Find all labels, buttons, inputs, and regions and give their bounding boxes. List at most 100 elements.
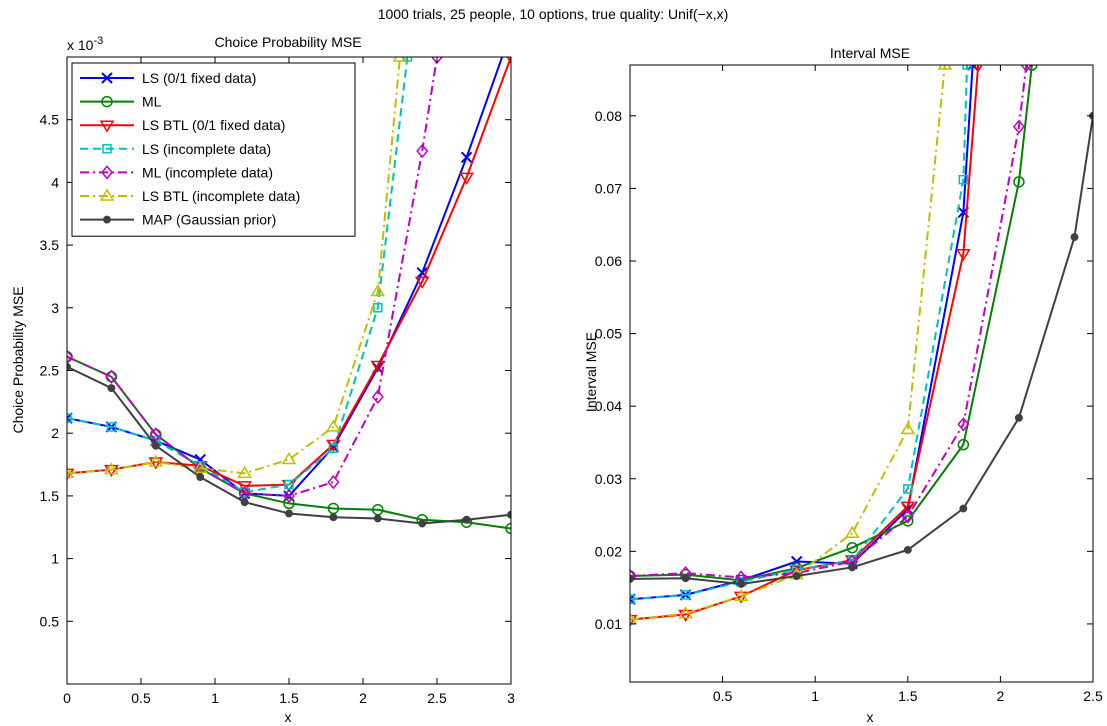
data-point (957, 417, 970, 432)
series-layer (630, 65, 1093, 628)
x-tick-label: 2.5 (427, 690, 447, 706)
y-tick-label: 0.05 (595, 326, 622, 342)
data-point (326, 419, 341, 432)
data-point (506, 57, 511, 65)
data-point (1014, 413, 1023, 422)
legend-marker (101, 165, 113, 180)
data-point (67, 468, 75, 481)
data-point (733, 588, 749, 602)
y-tick-label: 1 (51, 551, 59, 567)
x-axis-label: x (285, 709, 292, 725)
data-point (373, 303, 383, 313)
y-tick-label: 4 (51, 174, 59, 190)
data-point (792, 572, 801, 580)
data-point (733, 591, 749, 604)
y-tick-label: 0.5 (40, 613, 60, 629)
data-point (328, 443, 339, 453)
series-line (630, 65, 969, 601)
data-point (196, 473, 205, 482)
x-axis-label: x (867, 709, 874, 725)
y-tick-label: 0.07 (595, 180, 622, 196)
y-axis-label: Interval MSE (583, 332, 599, 412)
legend-marker (99, 188, 115, 201)
data-point (329, 513, 338, 522)
chart-choice-probability-mse: Choice Probability MSE Choice Probabilit… (10, 34, 515, 725)
data-point (846, 541, 858, 554)
series-line (630, 65, 1033, 582)
data-point (630, 612, 638, 625)
data-point (1070, 233, 1079, 241)
data-point (148, 457, 164, 470)
data-point (937, 65, 953, 70)
data-point (1012, 119, 1025, 134)
data-point (678, 606, 693, 619)
data-point (959, 504, 968, 513)
data-point (104, 462, 119, 475)
data-point (373, 514, 382, 523)
data-point (106, 422, 117, 432)
legend-marker (99, 120, 115, 133)
data-point (371, 389, 384, 405)
data-point (630, 614, 638, 628)
data-point (237, 481, 252, 494)
legend-entry: LS BTL (0/1 fixed data) (142, 117, 285, 133)
data-point (957, 438, 970, 451)
data-point (958, 174, 969, 185)
series-line (630, 115, 1093, 586)
x-tick-label: 0.5 (713, 688, 733, 704)
x-tick-label: 0.5 (131, 690, 151, 706)
data-point (370, 360, 386, 373)
data-point (283, 497, 295, 510)
data-point (67, 349, 73, 364)
plot-area (630, 65, 1093, 682)
data-point (460, 151, 473, 164)
x-tick-label: 3 (507, 690, 515, 706)
data-point (327, 474, 340, 490)
data-point (678, 609, 693, 622)
legend-entry: ML (142, 94, 162, 110)
legend-entry: LS BTL (incomplete data) (142, 188, 300, 204)
y-tick-label: 0.02 (595, 543, 622, 559)
y-tick-label: 0.04 (595, 398, 622, 414)
data-point (148, 454, 164, 467)
y-tick-label: 0.01 (595, 616, 622, 632)
x-tick-label: 1 (211, 690, 219, 706)
data-point (283, 488, 295, 504)
y-tick-label: 4.5 (40, 112, 60, 128)
legend-entry: LS (0/1 fixed data) (142, 70, 256, 86)
data-point (630, 574, 634, 583)
y-tick-label: 3 (51, 300, 59, 316)
data-point (240, 498, 249, 507)
data-point (192, 460, 208, 474)
legend: LS (0/1 fixed data) ML LS BTL (0/1 fixed d… (71, 62, 356, 237)
chart-interval-mse: Interval MSE Interval MSE x 0.5 1 1.5 2 2.5 0… (583, 45, 1103, 725)
data-point (680, 590, 691, 600)
data-point (900, 501, 916, 514)
data-point (505, 522, 511, 535)
data-point (107, 384, 116, 393)
data-point (1013, 176, 1025, 188)
chart-title: Interval MSE (830, 45, 910, 61)
data-point (903, 484, 913, 494)
data-point (903, 545, 912, 554)
data-point (418, 519, 427, 528)
y-tick-label: 2 (51, 425, 59, 441)
series-line (630, 65, 1028, 579)
data-point (462, 515, 471, 524)
data-point (901, 509, 914, 524)
legend-marker (103, 215, 111, 224)
chart-title: Choice Probability MSE (214, 34, 361, 50)
y-tick-label: 0.03 (595, 471, 622, 487)
y-tick-label: 0.06 (595, 253, 622, 269)
legend-marker (102, 144, 112, 154)
data-point (962, 65, 972, 70)
legend-marker (101, 72, 113, 84)
data-point (416, 143, 429, 159)
x-tick-label: 1 (811, 688, 819, 704)
legend-entry: MAP (Gaussian prior) (142, 212, 276, 228)
x-tick-label: 2 (359, 690, 367, 706)
y-tick-label: 0.08 (595, 108, 622, 124)
legend-entry: ML (incomplete data) (142, 164, 273, 180)
data-point (402, 57, 413, 62)
